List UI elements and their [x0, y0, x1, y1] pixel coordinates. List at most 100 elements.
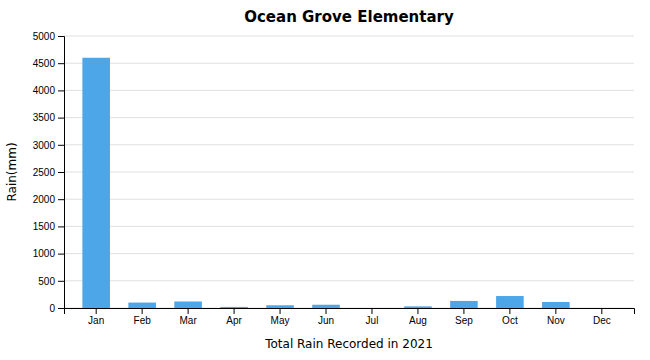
x-tick: Feb: [134, 308, 152, 326]
x-tick-label: Dec: [593, 315, 611, 326]
y-axis-line: [58, 37, 65, 309]
y-tick-mark: [58, 172, 64, 173]
x-tick-mark: [280, 308, 281, 314]
y-tick-label: 4500: [33, 58, 56, 69]
x-tick-mark: [601, 308, 602, 314]
bars: [82, 58, 569, 308]
x-axis: Jan Feb Mar Apr May Jun Jul Aug Sep Oct Nov Dec: [65, 308, 635, 326]
bar: [174, 301, 202, 308]
bar: [542, 302, 570, 308]
y-tick: 1000: [33, 248, 64, 259]
bar: [588, 308, 616, 309]
y-tick: 3500: [33, 112, 64, 123]
y-tick-label: 2500: [33, 167, 56, 178]
y-tick-mark: [58, 36, 64, 37]
grid-line: [64, 63, 634, 64]
x-tick-label: Nov: [547, 315, 565, 326]
x-tick-mark: [371, 308, 372, 314]
y-tick-mark: [58, 281, 64, 282]
chart: Jan Feb Mar Apr May Jun Jul Aug Sep Oct Nov Dec 0 500…: [0, 0, 650, 360]
y-tick-mark: [58, 254, 64, 255]
y-tick-label: 1000: [33, 248, 56, 259]
x-tick: Sep: [455, 308, 473, 326]
bar: [82, 58, 110, 308]
x-tick-mark: [509, 308, 510, 314]
y-tick-mark: [58, 226, 64, 227]
x-tick-label: Mar: [179, 315, 197, 326]
x-tick-label: Feb: [134, 315, 152, 326]
y-tick-mark: [58, 145, 64, 146]
y-axis: 0 500 1000 1500 2000 2500 3000 3500 4000 4500 5000: [33, 31, 65, 314]
x-tick-label: Apr: [226, 315, 242, 326]
bar: [128, 303, 156, 308]
grid: [64, 36, 634, 308]
y-tick: 0: [49, 303, 64, 314]
x-axis-line: [65, 309, 635, 315]
y-tick-label: 3000: [33, 140, 56, 151]
x-tick: Apr: [226, 308, 242, 326]
bar: [358, 308, 386, 309]
y-tick: 3000: [33, 140, 64, 151]
y-tick-mark: [58, 90, 64, 91]
y-tick: 4500: [33, 58, 64, 69]
y-tick: 500: [38, 276, 64, 287]
x-tick: Jun: [318, 308, 334, 326]
y-tick-label: 0: [49, 303, 55, 314]
y-tick: 5000: [33, 31, 64, 42]
bar: [312, 305, 340, 308]
x-tick-mark: [463, 308, 464, 314]
y-tick: 2000: [33, 194, 64, 205]
x-tick-label: Jan: [88, 315, 104, 326]
x-tick-label: Aug: [409, 315, 427, 326]
y-tick-mark: [58, 199, 64, 200]
grid-line: [64, 253, 634, 254]
bar: [450, 301, 478, 308]
y-tick-label: 3500: [33, 112, 56, 123]
grid-line: [64, 172, 634, 173]
x-tick: May: [271, 308, 290, 326]
bar: [266, 305, 294, 308]
grid-line: [64, 90, 634, 91]
x-tick-mark: [417, 308, 418, 314]
x-tick-mark: [555, 308, 556, 314]
y-tick: 4000: [33, 85, 64, 96]
bar: [496, 296, 524, 308]
y-tick-label: 1500: [33, 221, 56, 232]
grid-line: [64, 144, 634, 145]
y-tick: 2500: [33, 167, 64, 178]
x-tick-label: Sep: [455, 315, 473, 326]
x-tick: Jan: [88, 308, 104, 326]
x-tick: Dec: [593, 308, 611, 326]
x-tick: Oct: [502, 308, 518, 326]
y-tick-label: 2000: [33, 194, 56, 205]
title: Ocean Grove Elementary: [244, 8, 454, 26]
grid-line: [64, 226, 634, 227]
x-tick-label: May: [271, 315, 290, 326]
plot-area: Jan Feb Mar Apr May Jun Jul Aug Sep Oct Nov Dec 0 500…: [33, 31, 635, 326]
x-tick: Jul: [366, 308, 379, 326]
x-tick-mark: [326, 308, 327, 314]
bar: [220, 307, 248, 308]
y-tick-label: 4000: [33, 85, 56, 96]
grid-line: [64, 280, 634, 281]
x-tick-label: Jun: [318, 315, 334, 326]
bar: [404, 306, 432, 308]
x-tick-label: Oct: [502, 315, 518, 326]
grid-line: [64, 199, 634, 200]
x-tick: Nov: [547, 308, 565, 326]
y-axis-title: Rain(mm): [5, 142, 19, 201]
x-tick-mark: [142, 308, 143, 314]
x-tick-mark: [188, 308, 189, 314]
x-tick-mark: [234, 308, 235, 314]
y-tick-mark: [58, 308, 64, 309]
x-axis-title: Total Rain Recorded in 2021: [264, 337, 433, 351]
y-tick-label: 500: [38, 276, 55, 287]
x-tick: Mar: [179, 308, 197, 326]
grid-line: [64, 36, 634, 37]
y-tick-label: 5000: [33, 31, 56, 42]
x-tick-mark: [96, 308, 97, 314]
grid-line: [64, 117, 634, 118]
y-tick: 1500: [33, 221, 64, 232]
x-tick-label: Jul: [366, 315, 379, 326]
y-tick-mark: [58, 63, 64, 64]
